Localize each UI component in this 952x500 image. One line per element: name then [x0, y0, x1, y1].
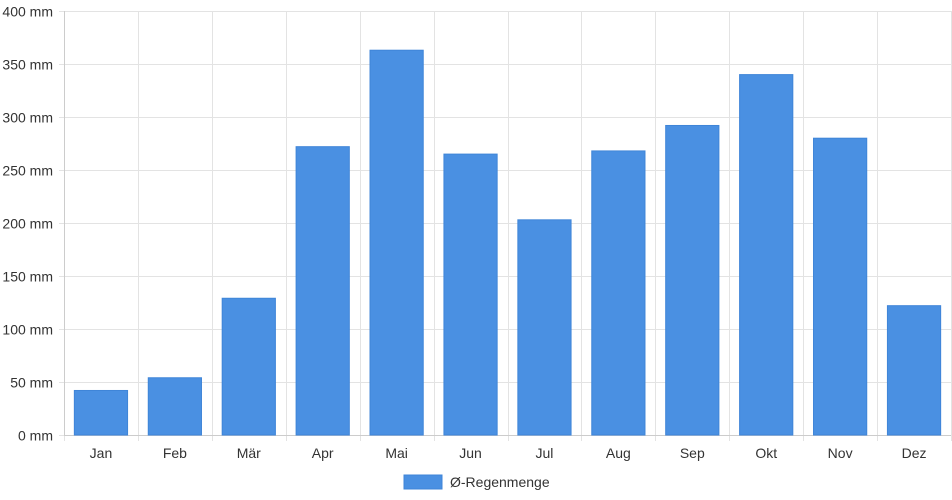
- y-tick-label: 350 mm: [2, 57, 53, 73]
- x-tick-label: Jan: [90, 445, 113, 461]
- bar-mai[interactable]: [369, 49, 424, 436]
- bar-jul[interactable]: [517, 219, 572, 436]
- bar-sep[interactable]: [665, 124, 720, 436]
- y-tick-label: 50 mm: [10, 375, 53, 391]
- y-tick-label: 400 mm: [2, 4, 53, 20]
- y-tick-label: 0 mm: [18, 428, 53, 444]
- y-tick-label: 150 mm: [2, 269, 53, 285]
- legend-label[interactable]: Ø-Regenmenge: [450, 474, 550, 490]
- bar-jan[interactable]: [73, 389, 129, 436]
- y-tick-label: 200 mm: [2, 216, 53, 232]
- bar-dez[interactable]: [886, 305, 942, 436]
- bar-aug[interactable]: [591, 150, 646, 436]
- bar-okt[interactable]: [739, 74, 794, 436]
- x-tick-label: Mär: [237, 445, 261, 461]
- x-tick-label: Mai: [385, 445, 408, 461]
- bar-nov[interactable]: [813, 137, 868, 436]
- legend[interactable]: Ø-Regenmenge: [403, 474, 550, 490]
- y-tick-label: 100 mm: [2, 322, 53, 338]
- y-axis-tick-labels: 0 mm 50 mm 100 mm 150 mm 200 mm 250 mm 300 mm 3…: [2, 4, 53, 444]
- bar-mär[interactable]: [221, 297, 276, 436]
- x-tick-label: Feb: [163, 445, 187, 461]
- x-tick-label: Dez: [902, 445, 927, 461]
- axes: [64, 11, 951, 436]
- x-tick-label: Jun: [459, 445, 482, 461]
- y-tick-label: 300 mm: [2, 110, 53, 126]
- x-tick-label: Okt: [755, 445, 777, 461]
- bar-jun[interactable]: [443, 153, 498, 436]
- x-tick-label: Jul: [536, 445, 554, 461]
- legend-swatch[interactable]: [403, 474, 443, 490]
- x-axis-tick-labels: Jan Feb Mär Apr Mai Jun Jul Aug Sep Okt Nov Dez: [90, 445, 927, 461]
- bar-apr[interactable]: [295, 146, 350, 436]
- y-tick-label: 250 mm: [2, 163, 53, 179]
- bars: [73, 49, 942, 436]
- x-tick-label: Aug: [606, 445, 631, 461]
- x-tick-label: Apr: [312, 445, 334, 461]
- x-tick-label: Nov: [828, 445, 853, 461]
- bar-feb[interactable]: [147, 377, 202, 436]
- x-tick-label: Sep: [680, 445, 705, 461]
